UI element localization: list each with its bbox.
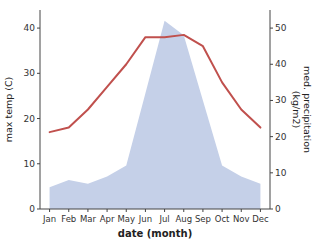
y2-tick-label: 10: [275, 168, 287, 178]
x-tick: [126, 209, 127, 212]
x-tick: [202, 209, 203, 212]
y2-tick-label: 40: [275, 59, 287, 69]
plot-data: [50, 21, 261, 209]
x-axis-label: date (month): [118, 228, 192, 239]
x-axis-line: [40, 209, 270, 210]
x-tick-label: Nov: [233, 214, 250, 224]
y-tick: [37, 28, 40, 29]
y2-tick: [270, 28, 273, 29]
x-tick-label: Feb: [61, 214, 76, 224]
y2-tick: [270, 64, 273, 65]
x-tick: [145, 209, 146, 212]
x-tick-label: Oct: [215, 214, 230, 224]
x-tick-label: Jun: [138, 214, 152, 224]
x-tick-label: Mar: [80, 214, 97, 224]
area: [50, 21, 261, 209]
y-tick-label: 10: [24, 159, 36, 169]
y2-axis-label-line: med. precipitation: [302, 66, 313, 153]
y2-tick: [270, 100, 273, 101]
y-axis-label: max temp (C): [3, 77, 14, 143]
x-tick-label: Dec: [252, 214, 269, 224]
y-tick: [37, 73, 40, 74]
x-tick-label: Sep: [195, 214, 211, 224]
y2-tick: [270, 172, 273, 173]
y-tick-label: 0: [29, 204, 35, 214]
y2-tick-label: 50: [275, 23, 287, 33]
y-tick: [37, 118, 40, 119]
x-tick-label: Aug: [175, 214, 192, 224]
x-tick: [222, 209, 223, 212]
y-tick: [37, 163, 40, 164]
x-tick: [164, 209, 165, 212]
x-tick: [183, 209, 184, 212]
line: [50, 35, 261, 132]
x-tick: [87, 209, 88, 212]
y2-axis-label-line: (kg/m2): [291, 91, 302, 128]
y-tick-label: 40: [24, 23, 36, 33]
x-tick: [49, 209, 50, 212]
y2-tick: [270, 136, 273, 137]
y2-tick: [270, 209, 273, 210]
x-tick: [260, 209, 261, 212]
chart: 0 10 20 30 40 0 10 20 30 40 50 Jan Feb MarAprMayJun Ju…: [0, 0, 318, 243]
y2-tick-label: 0: [275, 204, 281, 214]
y2-axis-label: med. precipitation(kg/m2): [291, 66, 313, 153]
y-tick: [37, 209, 40, 210]
y2-axis-line: [270, 10, 271, 209]
x-tick-label: Jan: [42, 214, 56, 224]
y-axis-line: [40, 10, 41, 209]
y2-tick-label: 30: [275, 95, 287, 105]
y2-tick-label: 20: [275, 132, 287, 142]
x-tick-label: May: [117, 214, 135, 224]
x-tick-label: Jul: [158, 214, 169, 224]
x-tick: [241, 209, 242, 212]
y-tick-label: 20: [24, 114, 36, 124]
x-tick: [68, 209, 69, 212]
x-tick: [107, 209, 108, 212]
x-tick-label: Apr: [100, 214, 115, 224]
y-tick-label: 30: [24, 68, 36, 78]
